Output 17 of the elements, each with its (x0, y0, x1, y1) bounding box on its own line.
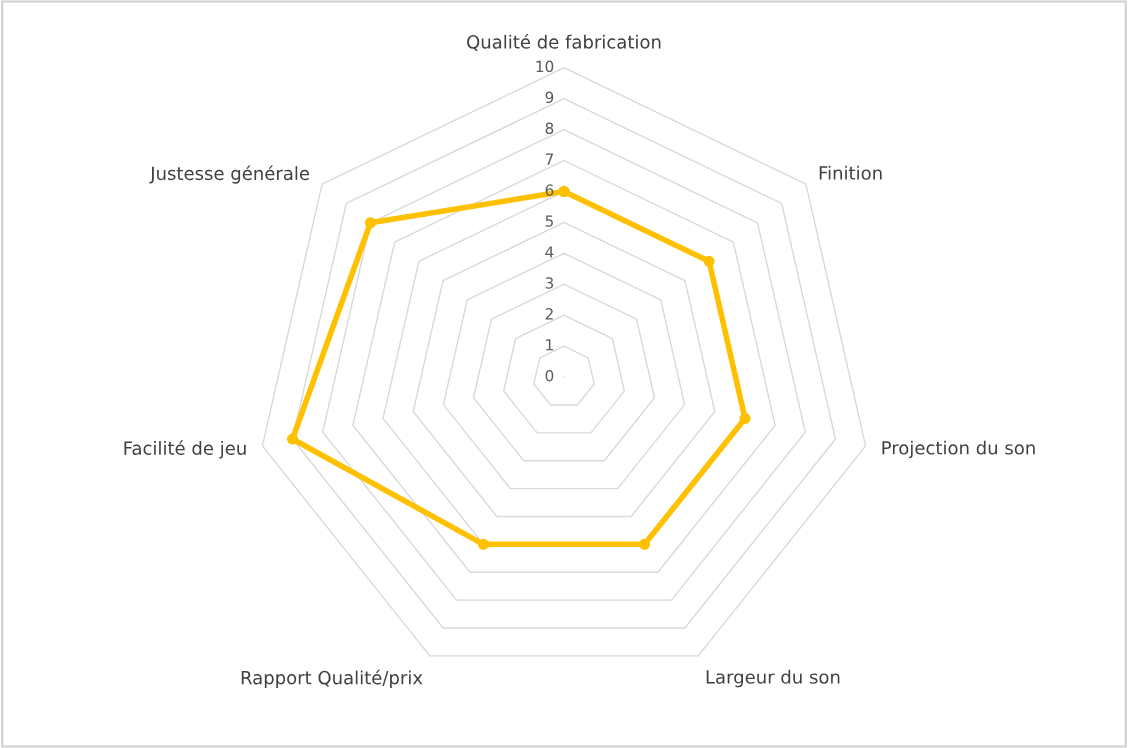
spoke-label: Facilité de jeu (124, 440, 246, 459)
spoke-label: Qualité de fabrication (467, 34, 661, 51)
y-tick-label: 5 (545, 215, 553, 227)
y-tick-label: 4 (545, 246, 554, 258)
y-tick-label: 0 (545, 369, 554, 382)
spoke-label: Projection du son (882, 440, 1035, 459)
y-tick-label: 10 (536, 60, 554, 73)
y-tick-label: 2 (545, 308, 553, 320)
y-tick-label: 1 (546, 339, 553, 351)
spoke-label: Justesse générale (149, 165, 310, 184)
y-tick-label: 8 (545, 122, 554, 135)
y-tick-label: 7 (545, 153, 553, 165)
spoke-label: Finition (819, 165, 882, 180)
spoke-label: Rapport Qualité/prix (241, 669, 423, 688)
spoke-label: Largeur du son (706, 669, 840, 688)
y-tick-label: 3 (545, 277, 554, 289)
y-tick-label: 9 (545, 91, 554, 104)
